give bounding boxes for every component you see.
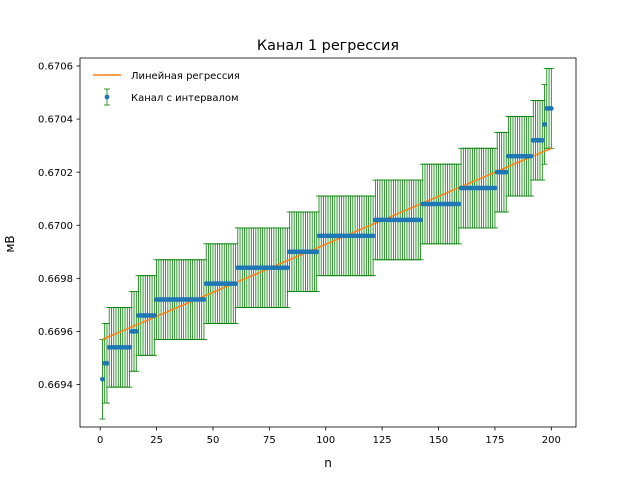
x-axis-label: n [324, 456, 332, 470]
x-tick-label: 100 [316, 435, 335, 446]
x-tick-label: 75 [263, 435, 276, 446]
data-point [492, 185, 498, 191]
x-tick-label: 0 [97, 435, 103, 446]
axes: 0 25 50 75 100 125 150 175 200 0.6694 0.6696 0.6698… [38, 57, 577, 446]
data-point [284, 265, 290, 271]
legend: Линейная регрессия Канал с интервалом [93, 71, 240, 106]
y-tick-label: 0.6698 [38, 274, 73, 285]
data-point [100, 376, 105, 382]
y-tick-label: 0.6702 [38, 168, 73, 179]
y-axis-label: мВ [3, 235, 17, 252]
x-tick-label: 50 [207, 435, 220, 446]
plot-area [99, 68, 555, 420]
data-point [104, 360, 110, 366]
legend-label-points: Канал с интервалом [131, 93, 239, 104]
data-point [370, 233, 376, 239]
chart-title: Канал 1 регрессия [257, 38, 399, 54]
x-tick-label: 125 [373, 435, 392, 446]
data-point [542, 121, 547, 127]
axes-frame [79, 57, 577, 428]
data-point [539, 137, 545, 143]
data-point [314, 249, 320, 255]
y-tick-label: 0.6706 [38, 62, 73, 73]
data-point [503, 169, 509, 175]
regression-line [102, 147, 552, 341]
data-point [456, 201, 462, 207]
data-point [528, 153, 534, 159]
x-tick-label: 200 [542, 435, 561, 446]
y-tick-label: 0.6696 [38, 327, 73, 338]
x-tick-label: 175 [485, 435, 504, 446]
x-tick-label: 25 [150, 435, 163, 446]
data-point [548, 106, 554, 111]
legend-label-regression: Линейная регрессия [131, 71, 240, 82]
data-point [151, 313, 157, 318]
data-points [100, 106, 554, 382]
data-point [233, 281, 238, 287]
y-tick-label: 0.6694 [38, 380, 73, 391]
y-tick-label: 0.6700 [38, 221, 73, 232]
data-point [133, 329, 139, 334]
x-tick-label: 150 [429, 435, 448, 446]
data-point [201, 297, 207, 302]
y-tick-label: 0.6704 [38, 115, 73, 126]
legend-swatch-point [104, 94, 110, 100]
data-point [127, 344, 132, 350]
data-point [418, 217, 423, 223]
